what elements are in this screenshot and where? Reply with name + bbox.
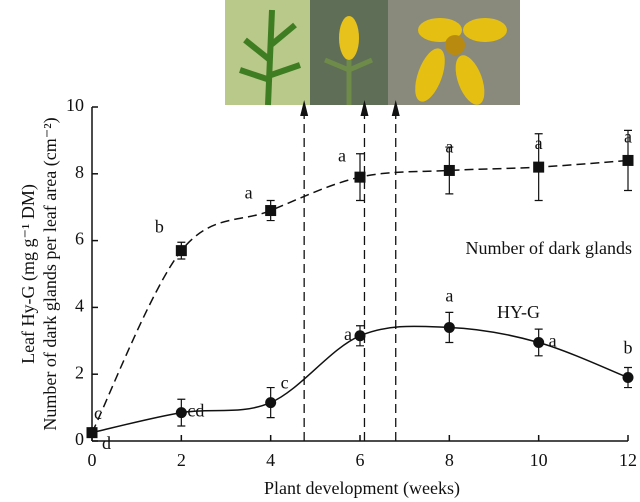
x-tick-label: 12: [619, 450, 637, 470]
significance-letter: a: [245, 183, 253, 203]
arrow-head: [360, 100, 369, 116]
x-axis-label: Plant development (weeks): [264, 478, 460, 499]
marker: [86, 427, 98, 439]
marker: [443, 164, 455, 176]
marker: [533, 161, 545, 173]
y-axis-label: Number of dark glands per leaf area (cm⁻…: [40, 117, 61, 430]
series-line: [91, 159, 629, 433]
significance-letter: a: [624, 127, 632, 147]
x-tick-label: 2: [177, 450, 186, 470]
significance-letter: c: [281, 373, 289, 393]
y-tick-label: 0: [75, 429, 84, 449]
marker: [622, 372, 634, 384]
significance-letter: a: [344, 324, 352, 344]
marker: [354, 171, 366, 183]
marker: [265, 397, 277, 409]
photo-leaves-shape: [239, 9, 301, 106]
y-tick-label: 10: [66, 95, 84, 115]
significance-letter: b: [155, 217, 164, 237]
significance-letter: a: [535, 133, 543, 153]
photo-bud-shape: [339, 16, 359, 60]
y-tick-label: 8: [75, 162, 84, 182]
x-tick-label: 4: [266, 450, 275, 470]
series-label: HY-G: [497, 302, 540, 322]
arrow-head: [391, 100, 400, 116]
significance-letter: a: [549, 331, 557, 351]
marker: [265, 205, 277, 217]
y-tick-label: 4: [75, 296, 84, 316]
x-tick-label: 10: [530, 450, 548, 470]
marker: [533, 336, 545, 348]
marker: [443, 321, 455, 333]
y-tick-label: 6: [75, 229, 84, 249]
x-tick-label: 8: [445, 450, 454, 470]
photo-bud-stem: [324, 57, 373, 105]
marker: [354, 330, 366, 342]
significance-letter: b: [624, 338, 633, 358]
significance-letter: a: [445, 286, 453, 306]
series-label: Number of dark glands: [466, 238, 632, 258]
photo-flower-shape: [415, 18, 507, 105]
x-tick-label: 6: [356, 450, 365, 470]
x-tick-label: 0: [88, 450, 97, 470]
marker: [622, 154, 634, 166]
marker: [175, 407, 187, 419]
y-axis-label: Leaf Hy-G (mg g⁻¹ DM): [18, 184, 39, 364]
marker: [175, 245, 187, 257]
photos: [225, 0, 520, 106]
significance-letter: d: [102, 433, 111, 453]
y-tick-label: 2: [75, 362, 84, 382]
significance-letter: a: [338, 145, 346, 165]
significance-letter: c: [94, 403, 102, 423]
significance-letter: cd: [187, 401, 204, 421]
significance-letter: a: [445, 137, 453, 157]
arrow-head: [300, 100, 309, 116]
